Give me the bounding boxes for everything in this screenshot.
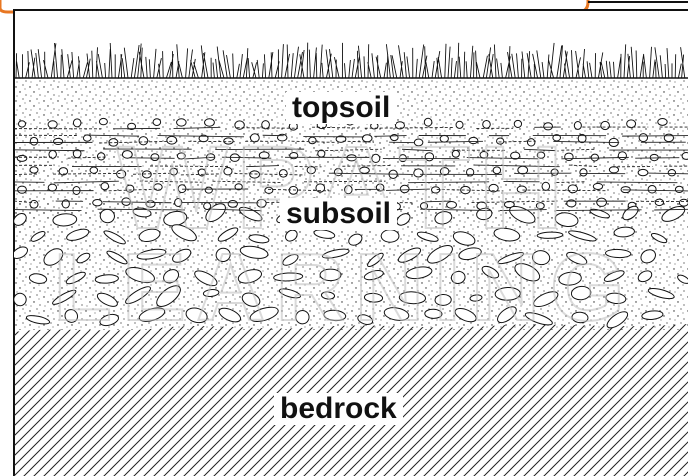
svg-text:WPATH: WPATH [116,122,571,254]
strata-lines [14,126,688,212]
svg-text:LEARNING: LEARNING [53,234,634,341]
stones [14,203,688,329]
grass-strip-icon [15,42,686,79]
layer-label-subsoil: subsoil [280,198,398,230]
layer-label-bedrock: bedrock [274,393,403,425]
watermark-logo: WPATH LEARNING [52,121,634,342]
layer-label-topsoil: topsoil [286,92,397,124]
